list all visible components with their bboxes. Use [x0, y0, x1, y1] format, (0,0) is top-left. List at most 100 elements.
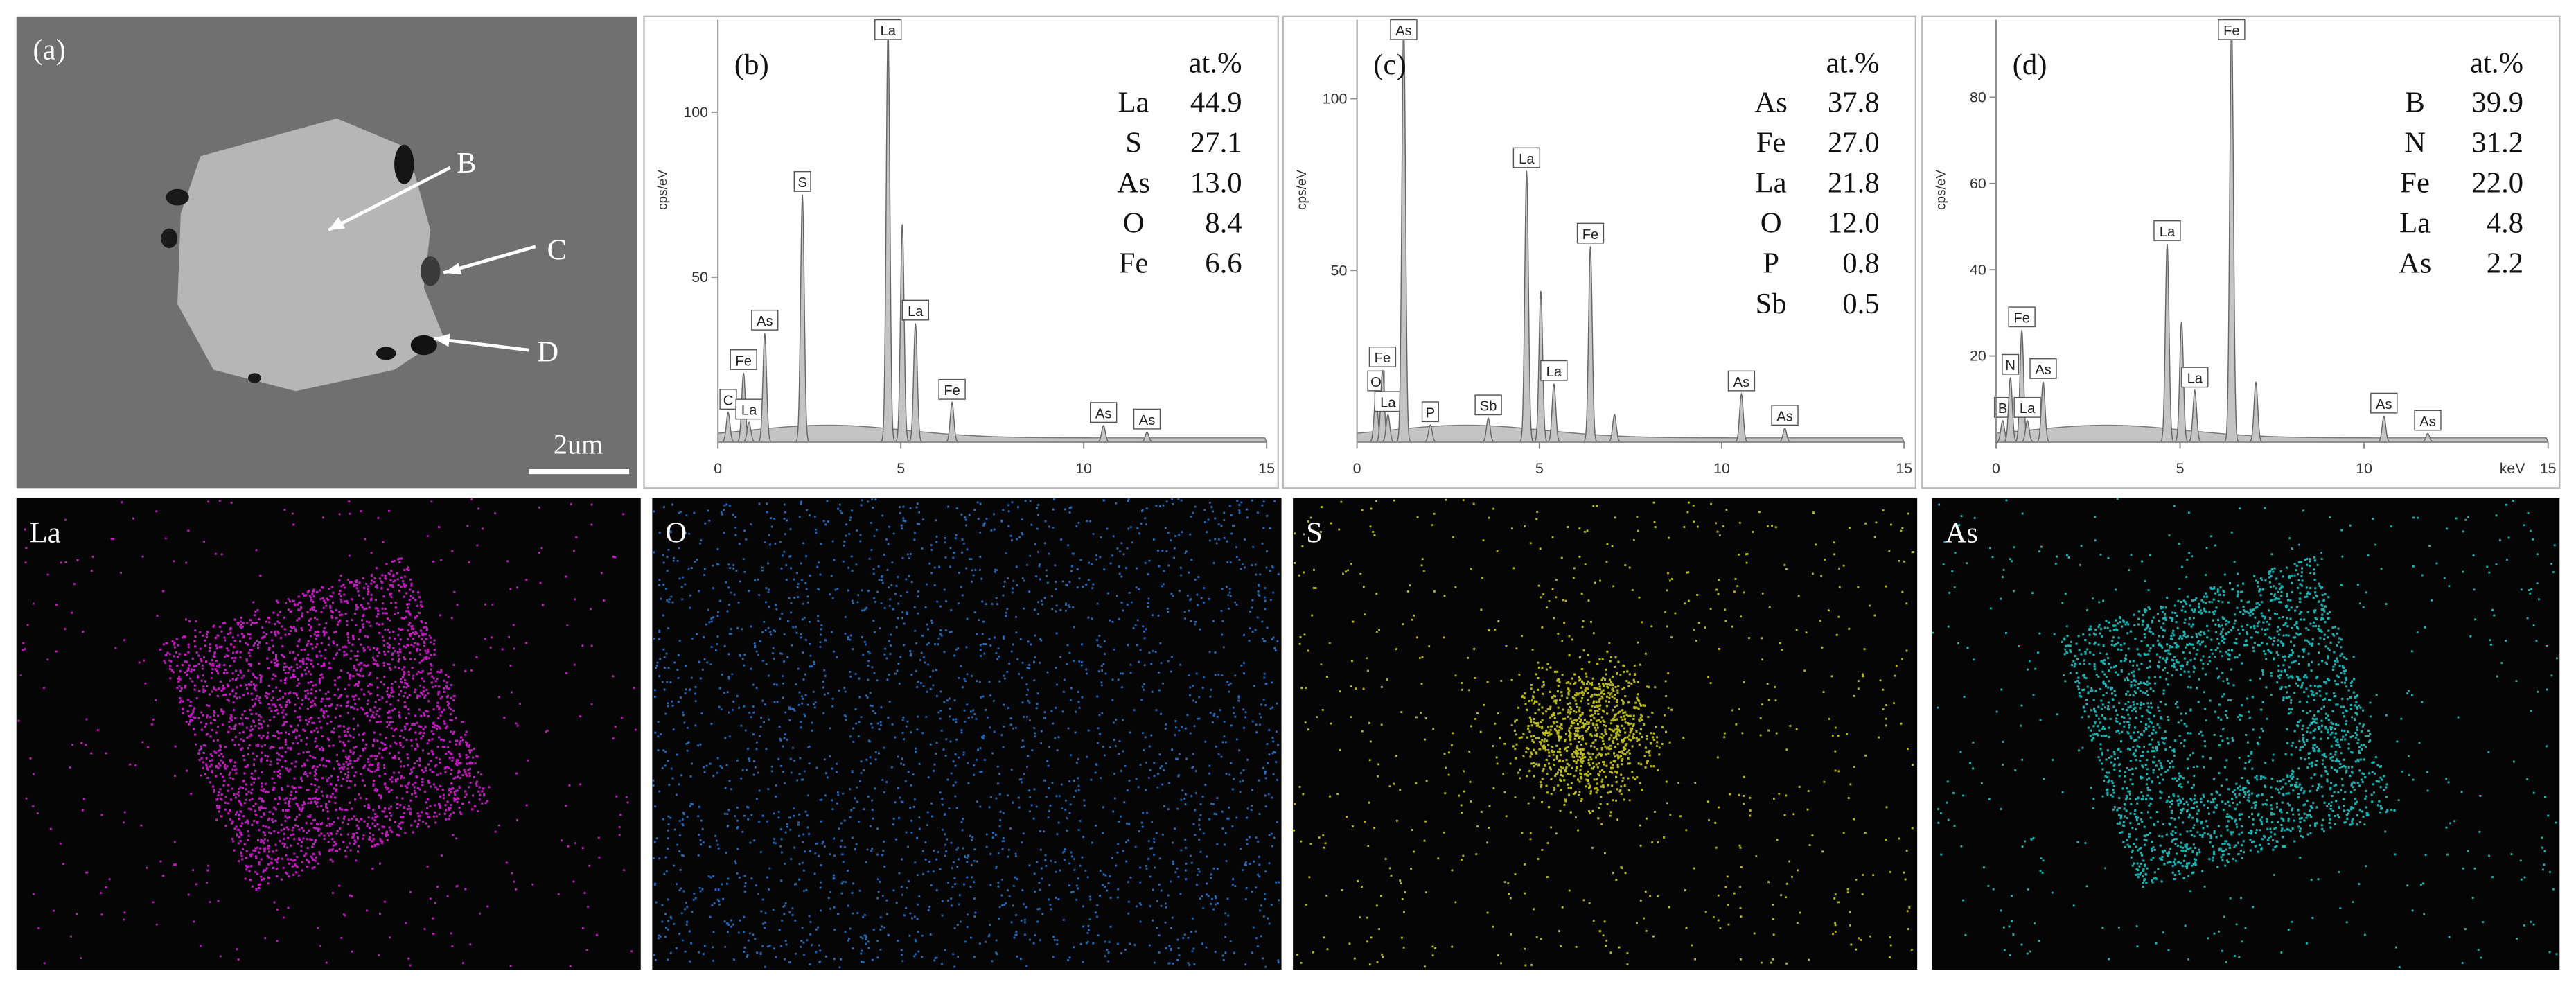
peak-label: N: [2005, 358, 2015, 374]
peak-label-box: [2370, 392, 2398, 414]
peak: [757, 333, 773, 443]
peak-label-box: [1090, 402, 1118, 423]
composition-header: at.%: [2470, 46, 2523, 79]
peak-label-box: [1367, 370, 1385, 392]
x-tick-label: 15: [1258, 460, 1275, 477]
peak-label: O: [1370, 375, 1382, 390]
at-percent: 8.4: [1205, 207, 1242, 240]
pore: [161, 228, 178, 249]
map-background: [1932, 498, 2560, 970]
x-tick-label: 15: [2540, 460, 2557, 477]
element: La: [1756, 167, 1787, 200]
peak-label-box: [1474, 394, 1502, 416]
peak-label: La: [1380, 396, 1396, 411]
element: As: [2399, 247, 2431, 280]
y-tick-label: 60: [1970, 175, 1986, 192]
peak: [2002, 377, 2018, 443]
peak-label-box: [793, 170, 811, 192]
peak-label: As: [2419, 414, 2436, 430]
x-tick-label: 5: [2176, 460, 2185, 477]
x-axis-label: keV: [2500, 460, 2526, 477]
peak-label: La: [2187, 371, 2203, 387]
y-axis-label: cps/eV: [656, 170, 671, 210]
peak-label-box: [2013, 396, 2041, 418]
peak-label: B: [1998, 401, 2007, 416]
peak-label-box: [1421, 401, 1439, 423]
element-map: O: [652, 498, 1282, 970]
peak-label: La: [1519, 152, 1535, 167]
map-background: [652, 498, 1282, 970]
peak-label-box: [1576, 222, 1605, 244]
peak-label-box: [938, 378, 966, 400]
peak-label: Fe: [1375, 351, 1391, 366]
y-tick-label: 50: [691, 269, 708, 286]
panel-label: (b): [734, 49, 769, 81]
peak-label-box: [751, 309, 779, 331]
peak-label: La: [908, 304, 924, 319]
element: As: [1117, 167, 1149, 200]
peak-label: As: [1733, 375, 1750, 390]
x-tick-label: 10: [2356, 460, 2372, 477]
peak: [1519, 170, 1535, 443]
at-percent: 22.0: [2471, 167, 2523, 200]
peak-label-box: [730, 349, 757, 370]
spectrum-panel: C Fe La As S La La Fe As As 0 5 10 15 50 100 cps/eV (b) at…: [643, 15, 1279, 489]
peak: [1733, 392, 1749, 443]
map-background: [16, 498, 641, 970]
peak: [1546, 383, 1562, 443]
arrow-b: [328, 166, 451, 232]
peak-label: Sb: [1480, 399, 1497, 414]
peak-label: As: [1776, 409, 1793, 424]
element: O: [1761, 207, 1782, 240]
peak-label-box: [735, 398, 763, 420]
composition-header: at.%: [1826, 46, 1880, 79]
panel-label: (a): [33, 33, 65, 66]
pore: [410, 335, 437, 356]
map-label: S: [1306, 517, 1323, 550]
element: B: [2405, 86, 2424, 119]
x-tick-label: 0: [714, 460, 722, 477]
at-percent: 27.1: [1190, 126, 1242, 159]
element: Fe: [1756, 126, 1786, 159]
y-axis-label: cps/eV: [1295, 170, 1309, 210]
peak-label-box: [1540, 360, 1568, 381]
at-percent: 12.0: [1828, 207, 1880, 240]
peak-label-box: [1727, 370, 1756, 392]
peak-label: Fe: [735, 353, 752, 369]
peak-label-box: [1368, 346, 1397, 367]
at-percent: 6.6: [1205, 247, 1242, 280]
map-background: [1293, 498, 1918, 970]
pore: [166, 188, 189, 206]
peak-label: Fe: [944, 383, 960, 398]
pore: [376, 347, 396, 360]
arrow-head: [328, 217, 345, 231]
peak: [794, 194, 810, 443]
y-tick-label: 20: [1970, 348, 1986, 365]
peak: [894, 224, 910, 443]
element: S: [1125, 126, 1142, 159]
map-label: O: [665, 517, 687, 550]
x-tick-label: 0: [1992, 460, 2000, 477]
composition-header: at.%: [1189, 46, 1242, 79]
spectrum-panel: O Fe La As P Sb La La Fe As As 0 5 10 15 50 100 cps/eV (c)…: [1282, 15, 1916, 489]
peak-label-box: [2029, 358, 2057, 379]
peak-label-box: [2181, 367, 2209, 388]
y-tick-label: 100: [683, 104, 708, 121]
map-label: As: [1945, 517, 1977, 550]
panel-label: (d): [2013, 49, 2047, 81]
element: P: [1763, 247, 1779, 280]
peak-label-box: [1512, 147, 1541, 168]
element: O: [1123, 207, 1145, 240]
peak-label-box: [874, 19, 902, 40]
element: Sb: [1756, 288, 1787, 320]
sem-image: (a) B C D 2um: [16, 16, 638, 489]
peak-label: As: [2035, 362, 2052, 378]
peak: [1582, 246, 1598, 443]
peak: [2187, 388, 2203, 443]
peak-label: La: [1546, 365, 1562, 380]
peak-label: P: [1426, 405, 1435, 421]
peak-label: La: [741, 403, 757, 419]
peak-label-box: [1390, 19, 1418, 40]
element: N: [2404, 126, 2426, 159]
